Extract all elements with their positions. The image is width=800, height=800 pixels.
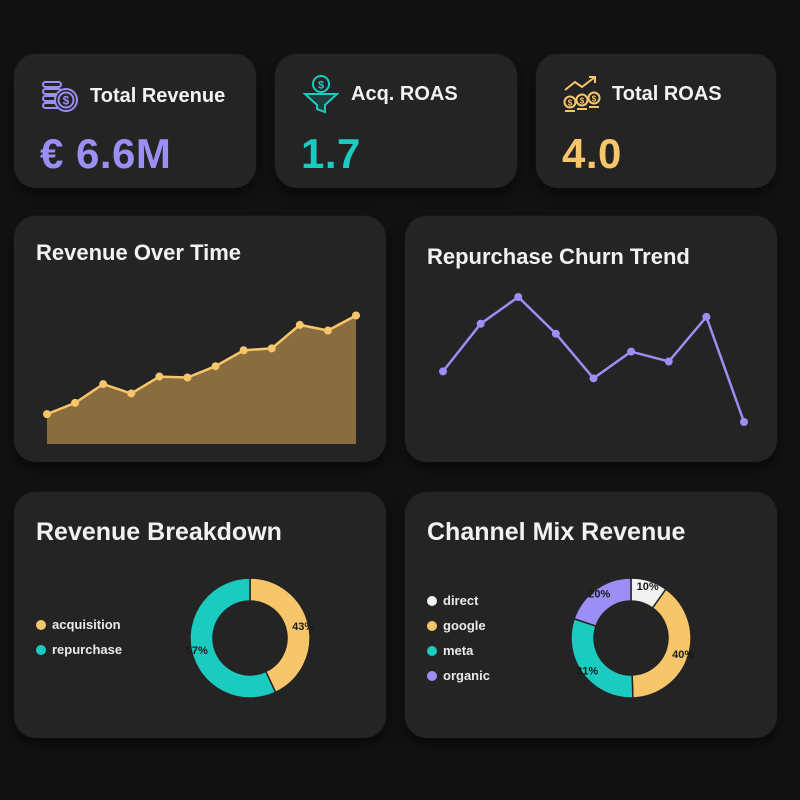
legend-item: direct	[427, 588, 490, 613]
legend-swatch	[427, 620, 437, 631]
data-point	[702, 312, 711, 321]
data-point	[267, 344, 276, 353]
legend-swatch	[36, 619, 46, 630]
svg-text:$: $	[580, 97, 585, 106]
legend-label: organic	[443, 668, 490, 683]
data-point	[43, 410, 51, 419]
chart-title: Repurchase Churn Trend	[427, 244, 690, 269]
data-point	[476, 319, 485, 328]
slice-label: 57%	[186, 645, 208, 657]
kpi-title: Acq. ROAS	[351, 82, 458, 105]
legend: acquisition repurchase	[36, 612, 122, 662]
donut-slice-google	[631, 588, 692, 699]
donut-slice-acquisition	[249, 577, 311, 694]
data-point	[99, 380, 108, 389]
legend-swatch	[36, 644, 46, 655]
data-point	[589, 374, 598, 383]
legend-item: organic	[427, 663, 490, 688]
svg-text:$: $	[63, 94, 70, 108]
svg-text:$: $	[568, 99, 573, 108]
data-point	[323, 326, 332, 335]
legend-swatch	[427, 670, 437, 681]
slice-label: 10%	[637, 581, 659, 593]
legend-label: acquisition	[52, 617, 121, 632]
chart-title: Revenue Breakdown	[36, 518, 282, 546]
kpi-card-total-roas: $ $ $ Total ROAS 4.0	[536, 54, 776, 188]
slice-label: 43%	[292, 621, 314, 633]
data-point	[352, 311, 360, 320]
svg-text:$: $	[318, 80, 324, 92]
kpi-header: $ Total Revenue	[40, 76, 225, 116]
kpi-title: Total Revenue	[90, 84, 226, 107]
growth-coins-icon: $ $ $	[563, 76, 601, 112]
kpi-header: $ $ $ Total ROAS	[562, 74, 722, 114]
area-line	[46, 314, 357, 416]
legend-swatch	[427, 645, 437, 656]
data-point	[627, 347, 636, 356]
legend-item: repurchase	[36, 637, 122, 662]
area-fill	[47, 315, 356, 444]
channel-mix-donut: 10% 40% 31% 20%	[570, 577, 694, 699]
kpi-title: Total ROAS	[612, 82, 722, 105]
chart-title: Channel Mix Revenue	[427, 518, 686, 546]
data-point	[239, 346, 248, 355]
data-point	[740, 418, 748, 426]
svg-text:$: $	[592, 95, 597, 104]
kpi-value: 4.0	[562, 130, 622, 177]
legend: direct google meta organic	[427, 588, 490, 688]
data-point	[183, 373, 192, 382]
slice-label: 20%	[588, 589, 610, 601]
data-point	[439, 367, 447, 376]
data-point	[127, 389, 136, 398]
kpi-value: 1.7	[301, 130, 361, 177]
data-point	[664, 357, 673, 366]
chart-title: Revenue Over Time	[36, 240, 242, 265]
legend-label: repurchase	[52, 642, 123, 657]
funnel-dollar-icon: $	[302, 75, 340, 114]
data-point	[295, 320, 304, 329]
legend-label: google	[443, 618, 486, 633]
donut-slice-organic	[573, 577, 632, 628]
kpi-header: $ Acq. ROAS	[301, 74, 458, 114]
slice-label: 40%	[672, 649, 694, 661]
data-point	[551, 329, 560, 338]
revenue-area-chart	[43, 311, 360, 444]
legend-item: acquisition	[36, 612, 122, 637]
donut-slice-meta	[570, 617, 634, 699]
legend-item: google	[427, 613, 490, 638]
kpi-value: € 6.6M	[40, 130, 172, 177]
data-point	[211, 362, 220, 371]
legend-swatch	[427, 595, 437, 606]
kpi-card-total-revenue: $ Total Revenue € 6.6M	[14, 54, 256, 188]
legend-label: direct	[443, 593, 479, 608]
channel-mix-card: Channel Mix Revenue direct google meta o…	[405, 492, 777, 738]
donut-slice-repurchase	[189, 577, 277, 699]
data-point	[514, 293, 523, 301]
legend-label: meta	[443, 643, 474, 658]
kpi-card-acq-roas: $ Acq. ROAS 1.7	[275, 54, 517, 188]
data-point	[155, 372, 164, 381]
legend-item: meta	[427, 638, 490, 663]
trend-line	[442, 295, 746, 423]
repurchase-churn-card: Repurchase Churn Trend	[405, 216, 777, 462]
revenue-breakdown-donut: 43% 57%	[186, 577, 314, 699]
churn-line-chart	[439, 293, 748, 426]
slice-label: 31%	[576, 665, 598, 677]
coins-dollar-icon: $	[42, 81, 78, 112]
revenue-over-time-card: Revenue Over Time	[14, 216, 386, 462]
data-point	[71, 398, 80, 407]
revenue-breakdown-card: Revenue Breakdown acquisition repurchase…	[14, 492, 386, 738]
